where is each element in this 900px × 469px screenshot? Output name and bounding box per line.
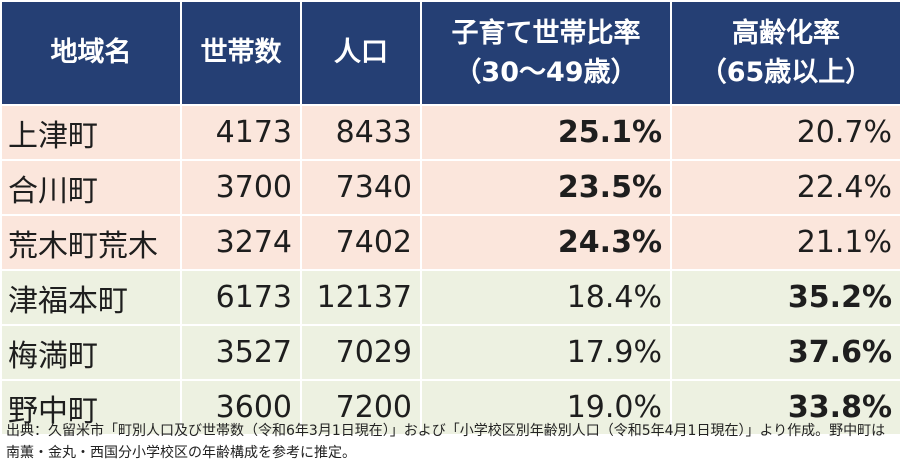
- cell-population: 7340: [300, 159, 422, 216]
- cell-population: 7402: [300, 214, 422, 271]
- header-child-ratio-line1: 子育て世帯比率: [451, 17, 641, 49]
- table-row: 合川町 3700 7340 23.5% 22.4%: [0, 159, 900, 216]
- cell-child-ratio: 24.3%: [420, 214, 672, 271]
- cell-households: 3527: [180, 324, 302, 381]
- cell-child-ratio: 25.1%: [420, 104, 672, 161]
- cell-child-ratio: 19.0%: [420, 379, 672, 436]
- cell-households: 4173: [180, 104, 302, 161]
- cell-elderly-ratio: 35.2%: [670, 269, 900, 326]
- cell-elderly-ratio: 37.6%: [670, 324, 900, 381]
- source-note: 出典：久留米市「町別人口及び世帯数（令和6年3月1日現在）」および「小学校区別年…: [6, 423, 886, 461]
- table-header: 地域名 世帯数 人口 子育て世帯比率 （30〜49歳） 高齢化率 （65歳以上）: [0, 0, 900, 106]
- cell-population: 12137: [300, 269, 422, 326]
- cell-area: 合川町: [0, 159, 182, 216]
- cell-population: 7029: [300, 324, 422, 381]
- cell-elderly-ratio: 33.8%: [670, 379, 900, 436]
- cell-households: 3600: [180, 379, 302, 436]
- cell-area: 津福本町: [0, 269, 182, 326]
- cell-households: 3700: [180, 159, 302, 216]
- cell-households: 3274: [180, 214, 302, 271]
- cell-elderly-ratio: 22.4%: [670, 159, 900, 216]
- cell-area: 梅満町: [0, 324, 182, 381]
- cell-child-ratio: 18.4%: [420, 269, 672, 326]
- table-row: 野中町 3600 7200 19.0% 33.8%: [0, 379, 900, 436]
- cell-elderly-ratio: 21.1%: [670, 214, 900, 271]
- cell-area: 荒木町荒木: [0, 214, 182, 271]
- header-population: 人口: [300, 0, 422, 106]
- cell-child-ratio: 17.9%: [420, 324, 672, 381]
- cell-population: 8433: [300, 104, 422, 161]
- header-row: 地域名 世帯数 人口 子育て世帯比率 （30〜49歳） 高齢化率 （65歳以上）: [0, 0, 900, 106]
- header-elderly-ratio: 高齢化率 （65歳以上）: [670, 0, 900, 106]
- cell-households: 6173: [180, 269, 302, 326]
- cell-area: 上津町: [0, 104, 182, 161]
- cell-child-ratio: 23.5%: [420, 159, 672, 216]
- header-elderly-ratio-line2: （65歳以上）: [699, 57, 873, 88]
- header-elderly-ratio-line1: 高齢化率: [732, 17, 840, 49]
- cell-elderly-ratio: 20.7%: [670, 104, 900, 161]
- table-row: 梅満町 3527 7029 17.9% 37.6%: [0, 324, 900, 381]
- area-statistics-table: 地域名 世帯数 人口 子育て世帯比率 （30〜49歳） 高齢化率 （65歳以上）…: [0, 0, 900, 436]
- table-row: 津福本町 6173 12137 18.4% 35.2%: [0, 269, 900, 326]
- header-child-ratio-line2: （30〜49歳）: [454, 57, 638, 88]
- cell-population: 7200: [300, 379, 422, 436]
- table-row: 荒木町荒木 3274 7402 24.3% 21.1%: [0, 214, 900, 271]
- header-child-ratio: 子育て世帯比率 （30〜49歳）: [420, 0, 672, 106]
- header-area: 地域名: [0, 0, 182, 106]
- table-row: 上津町 4173 8433 25.1% 20.7%: [0, 104, 900, 161]
- table-body: 上津町 4173 8433 25.1% 20.7% 合川町 3700 7340 …: [0, 104, 900, 436]
- header-households: 世帯数: [180, 0, 302, 106]
- cell-area: 野中町: [0, 379, 182, 436]
